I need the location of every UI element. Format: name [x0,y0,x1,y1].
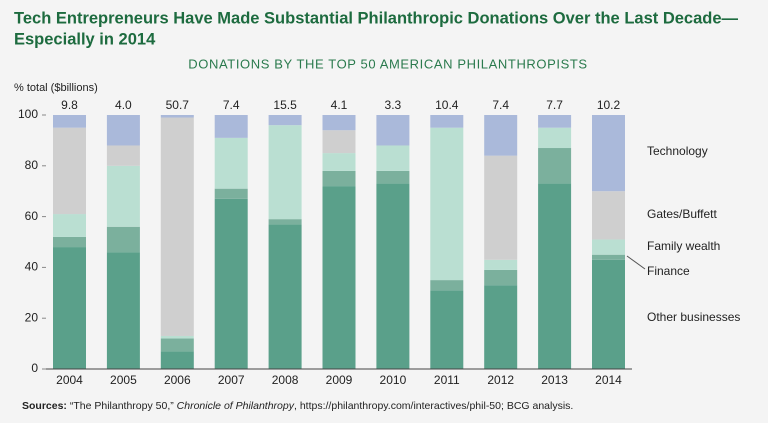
bar-segment [484,269,518,286]
x-tick-label: 2008 [272,373,299,387]
x-tick-label: 2004 [56,373,83,387]
source-text: “The Philanthropy 50,” [67,400,177,412]
bar-segment [160,338,194,352]
x-tick-label: 2007 [218,373,245,387]
total-label: 10.2 [597,98,621,112]
legend-label: Finance [647,264,690,278]
total-label: 4.0 [115,98,132,112]
bar-segment [592,115,625,192]
bar-segment [376,145,410,171]
total-label: 7.4 [223,98,240,112]
bar-segment [322,153,356,171]
bar-segment [376,183,410,369]
bar-segment [484,285,518,369]
legend-label: Family wealth [647,239,720,253]
bar-segment [53,115,86,128]
bar-segment [106,145,140,166]
bar-segment [430,127,464,281]
x-tick-label: 2014 [595,373,622,387]
bar-segment [538,148,572,184]
bar-segment [106,165,140,227]
bar-segment [53,127,86,215]
chart-title: Especially in 2014 [14,30,156,48]
bar-segment [322,186,356,369]
bar-segment [592,259,625,369]
bar-segment [53,236,86,248]
bar-segment [268,115,302,126]
bar-segment [268,224,302,369]
bar-segment [430,290,464,369]
source-text: Chronicle of Philanthropy [177,400,295,412]
total-label: 3.3 [385,98,402,112]
bar-segment [53,247,86,369]
bar-segment [160,117,194,336]
bar-segment [106,226,140,253]
source-label: Sources: [22,400,67,412]
x-tick-label: 2010 [380,373,407,387]
bar-segment [484,155,518,260]
bar-segment [106,115,140,146]
y-tick-label: 60 [25,209,39,223]
leader-line [626,255,646,270]
total-label: 4.1 [331,98,348,112]
bar-segment [430,280,464,291]
y-axis-label: % total ($billions) [14,82,98,94]
bar-segment [592,239,625,255]
legend-label: Gates/Buffett [647,207,717,221]
total-label: 7.4 [492,98,509,112]
x-tick-label: 2013 [541,373,568,387]
bar-segment [268,219,302,225]
bar-segment [160,335,194,339]
x-tick-label: 2006 [164,373,191,387]
bar-segment [430,115,464,128]
total-label: 15.5 [273,98,297,112]
y-tick-label: 100 [18,107,38,121]
total-label: 9.8 [61,98,78,112]
y-tick-label: 0 [31,361,38,375]
total-label: 50.7 [166,98,190,112]
bar-segment [592,254,625,260]
source-text: , https://philanthropy.com/interactives/… [294,400,573,412]
bar-segment [538,115,572,128]
bar-segment [160,351,194,369]
x-tick-label: 2005 [110,373,137,387]
bar-segment [160,115,194,118]
bar-segment [322,130,356,154]
bar-segment [376,115,410,146]
chart-title: Tech Entrepreneurs Have Made Substantial… [14,9,739,27]
bar-segment [322,170,356,187]
bar-segment [214,198,248,369]
total-label: 7.7 [546,98,563,112]
bar-segment [214,115,248,138]
y-tick-label: 20 [25,310,39,324]
bar-segment [538,127,572,149]
bar-segment [268,125,302,220]
legend-label: Technology [647,144,708,158]
bar-segment [53,214,86,237]
bar-segment [322,115,356,131]
x-tick-label: 2011 [434,373,460,387]
bar-segment [484,259,518,270]
bar-segment [538,183,572,369]
x-tick-label: 2012 [487,373,514,387]
bar-segment [106,252,140,369]
source: Sources: “The Philanthropy 50,” Chronicl… [22,400,573,412]
total-label: 10.4 [435,98,459,112]
y-tick-label: 80 [25,158,39,172]
bar-segment [214,137,248,189]
bar-segment [214,188,248,199]
y-tick-label: 40 [25,260,39,274]
bar-segment [484,115,518,156]
chart-subtitle: DONATIONS BY THE TOP 50 AMERICAN PHILANT… [188,56,587,71]
bar-segment [376,170,410,184]
legend-label: Other businesses [647,310,740,324]
bar-segment [592,191,625,240]
x-tick-label: 2009 [326,373,353,387]
